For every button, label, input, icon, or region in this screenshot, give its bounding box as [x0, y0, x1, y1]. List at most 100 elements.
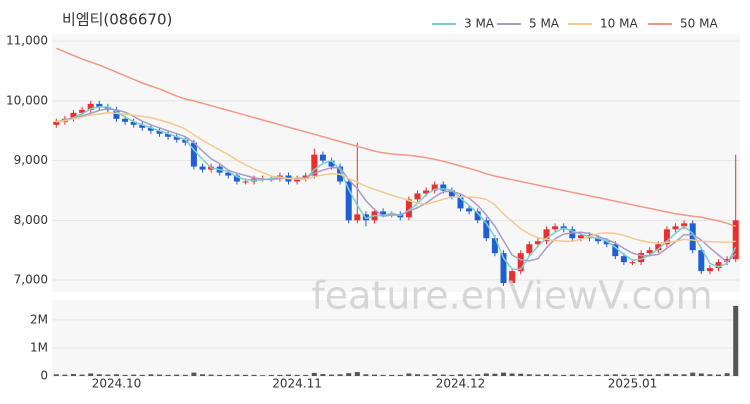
volume-bar	[105, 374, 111, 376]
volume-bar	[604, 374, 610, 376]
candle-body	[474, 211, 481, 221]
x-tick-label: 2024.10	[92, 377, 142, 391]
candle-body	[603, 241, 610, 245]
volume-bar	[492, 373, 498, 376]
candle-body	[242, 181, 249, 183]
volume-panel	[52, 300, 740, 376]
volume-bar	[681, 374, 687, 376]
candle-body	[517, 253, 524, 272]
candle-body	[147, 127, 154, 131]
volume-bar	[630, 374, 635, 376]
volume-bar	[595, 374, 601, 376]
candle-body	[414, 193, 421, 200]
volume-bar	[655, 374, 661, 376]
candle-body	[122, 118, 129, 122]
candle-body	[715, 262, 722, 269]
watermark: feature.enViewV.com	[311, 274, 712, 318]
volume-bar	[354, 372, 360, 376]
candle-body	[328, 160, 335, 167]
volume-bar	[122, 374, 128, 376]
candle-body	[577, 235, 584, 239]
volume-bar	[225, 374, 231, 376]
volume-bar	[483, 373, 489, 376]
x-tick-label: 2025.01	[608, 377, 658, 391]
candle-body	[182, 139, 189, 143]
volume-bar	[647, 374, 653, 376]
volume-bar	[458, 374, 463, 376]
volume-bar	[397, 374, 403, 376]
candle-body	[681, 223, 688, 227]
volume-bar	[372, 374, 377, 376]
volume-bar	[114, 374, 119, 376]
volume-bar	[243, 374, 248, 376]
volume-bar	[320, 374, 326, 376]
volume-bar	[578, 374, 584, 376]
volume-bar	[526, 374, 532, 376]
volume-bar	[621, 374, 627, 376]
candle-body	[629, 262, 636, 264]
volume-bar	[561, 374, 567, 376]
candle-body	[543, 229, 550, 242]
candle-body	[431, 184, 438, 191]
candle-body	[732, 220, 739, 260]
volume-bar	[664, 373, 670, 376]
volume-bar	[389, 374, 395, 376]
y-tick-label: 1M	[30, 340, 48, 354]
volume-bar	[569, 374, 575, 376]
volume-bar	[303, 374, 309, 376]
candle-body	[440, 184, 447, 191]
candle-body	[199, 166, 206, 170]
volume-bar	[423, 374, 429, 376]
volume-bar	[716, 374, 721, 376]
volume-bar	[466, 374, 472, 376]
volume-bar	[208, 374, 214, 376]
candle-body	[466, 208, 473, 212]
volume-bar	[174, 374, 180, 376]
candle-body	[448, 190, 455, 197]
volume-bar	[535, 374, 541, 376]
volume-bar	[277, 374, 283, 376]
volume-bar	[544, 374, 549, 376]
candle-body	[552, 226, 559, 230]
volume-bar	[200, 374, 205, 376]
volume-bar	[96, 374, 102, 376]
candle-body	[53, 121, 60, 125]
candle-body	[380, 211, 387, 215]
volume-bar	[286, 374, 291, 376]
candle-body	[79, 109, 86, 113]
volume-bar	[88, 373, 94, 376]
volume-bar	[311, 372, 317, 376]
y-tick-label: 11,000	[6, 34, 48, 48]
volume-bar	[191, 372, 197, 376]
volume-bar	[432, 374, 438, 376]
y-tick-label: 7,000	[14, 273, 48, 287]
volume-bar	[363, 374, 369, 376]
volume-bar	[415, 374, 420, 376]
volume-bar	[380, 374, 386, 376]
volume-bar	[329, 374, 334, 376]
volume-bar	[475, 374, 481, 376]
candle-body	[113, 109, 120, 119]
volume-bar	[79, 374, 85, 376]
volume-bar	[53, 374, 59, 376]
candle-body	[689, 223, 696, 251]
candle-body	[724, 259, 731, 263]
volume-bar	[698, 373, 704, 376]
candle-body	[156, 130, 163, 134]
volume-bar	[690, 372, 696, 376]
candle-body	[354, 214, 361, 221]
volume-bar	[612, 374, 618, 376]
volume-bar	[733, 305, 739, 376]
y-tick-label: 8,000	[14, 213, 48, 227]
candle-body	[423, 190, 430, 194]
candle-body	[457, 196, 464, 209]
candle-body	[483, 220, 490, 239]
legend-label: 10 MA	[600, 17, 638, 31]
candle-body	[405, 199, 412, 218]
candle-body	[70, 112, 77, 119]
volume-bar	[440, 374, 446, 376]
volume-bar	[157, 374, 162, 376]
candle-body	[509, 271, 516, 284]
candle-body	[500, 253, 507, 284]
